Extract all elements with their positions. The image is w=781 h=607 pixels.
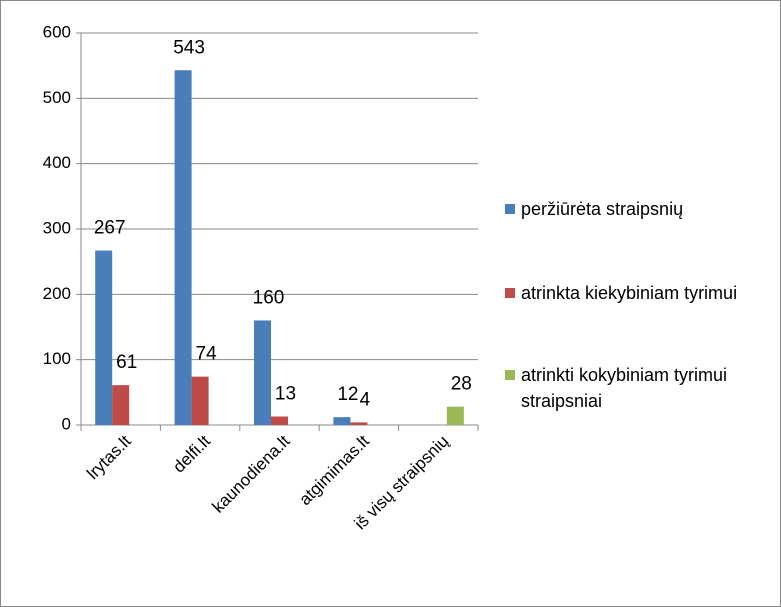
bar	[333, 417, 351, 425]
data-label: 543	[173, 37, 205, 58]
y-tick-label: 300	[43, 218, 71, 237]
data-label: 13	[275, 384, 296, 405]
legend-label: peržiūrėta straipsnių	[521, 199, 684, 219]
x-tick-label: atgimimas.lt	[295, 431, 373, 509]
y-tick-label: 400	[43, 153, 71, 172]
data-label: 267	[94, 218, 126, 239]
bar	[174, 70, 192, 426]
data-label: 12	[337, 384, 358, 405]
bar	[95, 250, 113, 425]
legend-item: atrinkta kiekybiniam tyrimui	[505, 280, 751, 306]
legend-item: peržiūrėta straipsnių	[505, 196, 751, 222]
x-tick-label: kaunodiena.lt	[209, 431, 294, 516]
data-label: 61	[116, 352, 137, 373]
bar	[112, 385, 130, 425]
data-label: 4	[360, 389, 371, 410]
bar	[191, 376, 209, 425]
legend-swatch	[505, 288, 515, 298]
y-tick-label: 500	[43, 88, 71, 107]
bar	[254, 320, 271, 425]
legend-label: atrinkta kiekybiniam tyrimui	[521, 283, 738, 303]
legend-item: atrinkti kokybiniam tyrimui straipsniai	[505, 362, 751, 414]
legend-swatch	[505, 370, 515, 380]
y-tick-label: 200	[43, 284, 71, 303]
legend-label: atrinkti kokybiniam tyrimui straipsniai	[521, 365, 728, 411]
y-tick-label: 100	[43, 349, 71, 368]
data-label: 28	[451, 374, 472, 395]
x-tick-label: lrytas.lt	[83, 431, 135, 483]
x-tick-label: delfi.lt	[169, 431, 214, 476]
y-tick-label: 0	[62, 414, 71, 433]
bar	[446, 406, 464, 425]
bar	[350, 422, 368, 425]
y-tick-label: 600	[43, 22, 71, 41]
data-label: 160	[253, 287, 285, 308]
bar	[271, 416, 288, 425]
data-label: 74	[196, 344, 218, 365]
legend-swatch	[505, 204, 515, 214]
